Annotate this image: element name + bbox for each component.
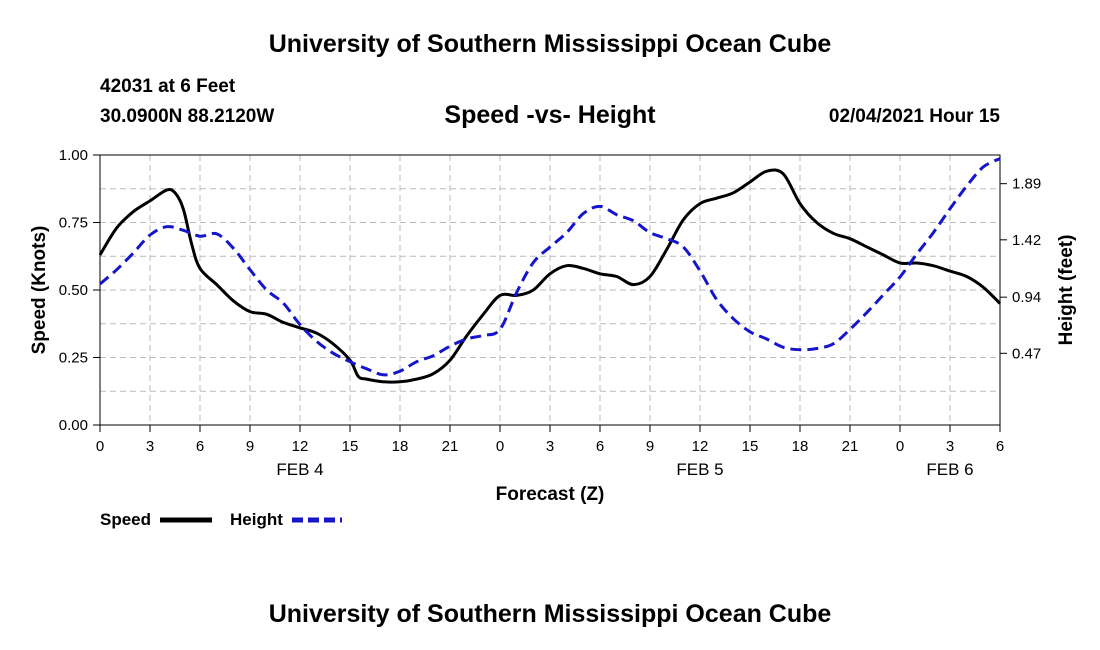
chart-title: Speed -vs- Height (444, 101, 656, 129)
footer-title: University of Southern Mississippi Ocean… (268, 600, 832, 628)
x-tick-label: 3 (946, 438, 954, 455)
y-left-tick-label: 0.00 (59, 417, 88, 434)
x-tick-label: 6 (196, 438, 204, 455)
y-axis-right-title: Height (feet) (1056, 235, 1077, 346)
x-tick-label: 0 (96, 438, 104, 455)
x-tick-label: 18 (392, 438, 409, 455)
x-tick-label: 12 (692, 438, 709, 455)
x-tick-label: 3 (546, 438, 554, 455)
station-label: 42031 at 6 Feet (100, 76, 236, 97)
x-tick-label: 18 (792, 438, 809, 455)
legend: Speed Height (100, 510, 342, 529)
grid (100, 155, 1000, 425)
legend-speed-label: Speed (100, 510, 151, 529)
datetime-label: 02/04/2021 Hour 15 (828, 106, 1000, 127)
x-tick-label: 0 (896, 438, 904, 455)
day-label: FEB 4 (276, 460, 323, 479)
series-speed-line (98, 168, 1002, 384)
x-tick-label: 15 (742, 438, 759, 455)
x-tick-label: 3 (146, 438, 154, 455)
x-tick-label: 21 (842, 438, 859, 455)
day-label: FEB 5 (676, 460, 723, 479)
x-tick-label: 9 (646, 438, 654, 455)
series-layer (98, 157, 1002, 384)
y-axis-left-title: Speed (Knots) (29, 226, 50, 355)
y-right-tick-label: 0.94 (1012, 289, 1041, 306)
series-height-line (99, 157, 1001, 377)
x-tick-label: 6 (596, 438, 604, 455)
day-label: FEB 6 (926, 460, 973, 479)
x-tick-label: 21 (442, 438, 459, 455)
x-tick-label: 6 (996, 438, 1004, 455)
x-axis-title: Forecast (Z) (496, 484, 605, 505)
y-right-tick-label: 1.42 (1012, 232, 1041, 249)
axis-ticks: 0 3 6 9 12 15 18 21 0 3 6 9 12 15 18 21 0 3 6 FEB 4 FEB 5 FEB… (59, 147, 1041, 479)
x-tick-label: 9 (246, 438, 254, 455)
x-tick-label: 15 (342, 438, 359, 455)
coordinates-label: 30.0900N 88.2120W (100, 106, 275, 127)
x-tick-label: 0 (496, 438, 504, 455)
legend-height-label: Height (230, 510, 283, 529)
page-title: University of Southern Mississippi Ocean… (268, 30, 832, 58)
y-left-tick-label: 0.50 (59, 282, 88, 299)
y-right-tick-label: 0.47 (1012, 345, 1041, 362)
y-right-tick-label: 1.89 (1012, 176, 1041, 193)
x-tick-label: 12 (292, 438, 309, 455)
y-left-tick-label: 1.00 (59, 147, 88, 164)
y-left-tick-label: 0.75 (59, 215, 88, 232)
y-left-tick-label: 0.25 (59, 350, 88, 367)
